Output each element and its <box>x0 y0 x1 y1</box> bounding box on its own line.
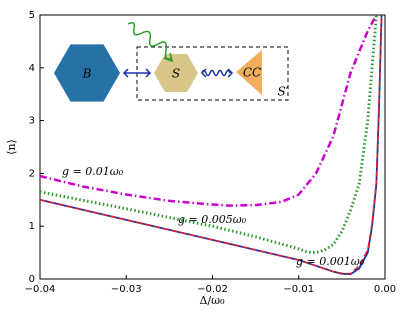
drive-arrow <box>127 22 174 63</box>
inset-label: CC <box>243 66 261 80</box>
x-axis-label: Δ/ω₀ <box>199 294 225 307</box>
annotation: g = 0.01ω₀ <box>62 165 124 178</box>
cc-triangle <box>236 50 262 95</box>
x-tick-label: −0.03 <box>111 284 142 295</box>
inset-diagram: B S CC S′ <box>54 22 289 102</box>
y-tick-label: 3 <box>29 116 35 127</box>
inset-label: S′ <box>278 85 289 99</box>
bath-hexagon <box>54 44 120 102</box>
annotation: g = 0.005ω₀ <box>178 213 247 226</box>
y-tick-label: 4 <box>29 63 35 74</box>
y-tick-label: 5 <box>29 10 35 21</box>
inset-label: B <box>82 67 92 81</box>
y-axis-label: ⟨n⟩ <box>5 139 18 155</box>
series-line <box>40 15 383 275</box>
coupling-arrow <box>122 68 152 78</box>
y-tick-label: 0 <box>29 274 35 285</box>
annotation: g = 0.001ω₀ <box>296 255 365 268</box>
wavy-arrow <box>200 68 234 78</box>
y-tick-label: 2 <box>29 168 35 179</box>
x-tick-label: −0.02 <box>197 284 228 295</box>
y-tick-label: 1 <box>29 221 35 232</box>
x-tick-label: 0.00 <box>374 284 396 295</box>
system-hexagon <box>154 54 198 92</box>
plot-area <box>40 15 383 276</box>
inset-label: S <box>172 67 180 81</box>
x-tick-label: −0.01 <box>283 284 314 295</box>
x-tick-label: −0.04 <box>25 284 56 295</box>
